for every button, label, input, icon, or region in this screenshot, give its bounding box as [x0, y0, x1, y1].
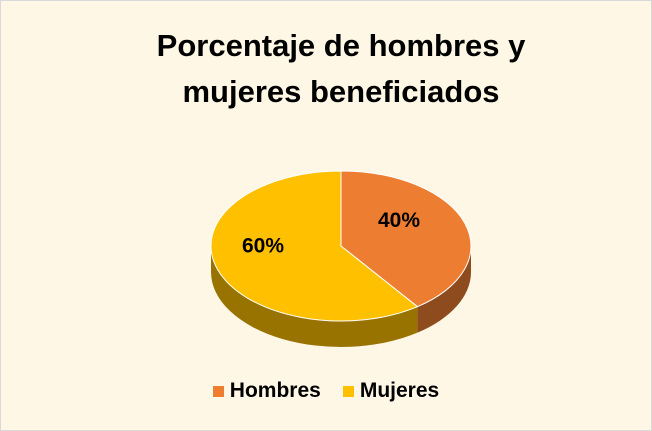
- data-label: 60%: [242, 234, 284, 257]
- legend-swatch: [342, 385, 354, 397]
- chart-title: Porcentaje de hombres y mujeres benefici…: [156, 28, 526, 109]
- legend-label: Mujeres: [359, 379, 440, 402]
- data-label: 40%: [378, 209, 420, 232]
- legend-label: Hombres: [229, 379, 321, 402]
- legend-item: Hombres: [212, 379, 321, 403]
- pie-side: [417, 246, 471, 333]
- pie-slice: [210, 170, 419, 322]
- legend: Hombres Mujeres: [1, 379, 651, 403]
- legend-item: Mujeres: [342, 379, 440, 403]
- legend-swatch: [212, 385, 224, 397]
- pie-side: [211, 246, 418, 347]
- pie-slice: [340, 170, 472, 308]
